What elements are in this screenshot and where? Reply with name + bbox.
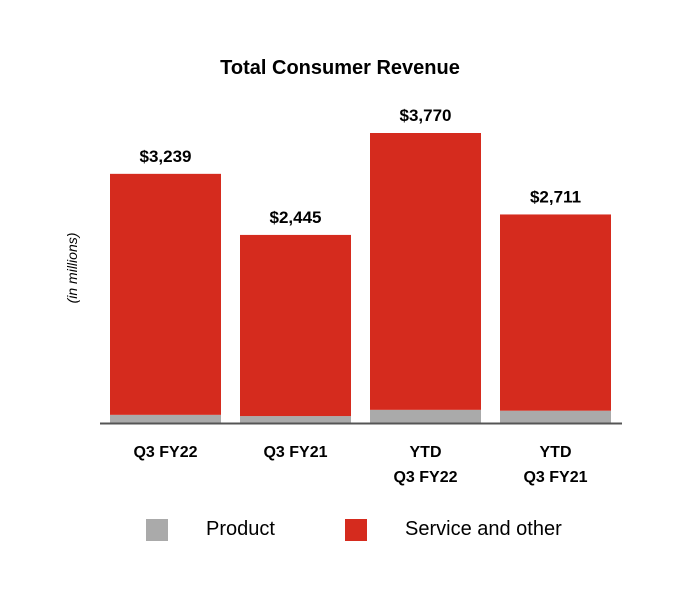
bar-segment-product-3: [500, 410, 611, 423]
legend-swatch-product: [146, 518, 168, 541]
bar-segment-service-and-other-0: [110, 173, 221, 415]
x-tick-label-1: Q3 FY21: [263, 444, 327, 461]
bar-segment-product-0: [110, 414, 221, 423]
data-label-2: $3,770: [400, 106, 452, 125]
x-tick-label-0: Q3 FY22: [133, 444, 197, 461]
x-tick-label-2: YTD Q3 FY22: [393, 444, 457, 486]
x-tick-label-3: YTD Q3 FY21: [523, 444, 587, 486]
legend: Product Service and other: [0, 518, 680, 548]
legend-swatch-service-and-other: [345, 518, 367, 541]
bar-segment-service-and-other-3: [500, 214, 611, 411]
legend-label-product: Product: [206, 518, 275, 540]
chart-title: Total Consumer Revenue: [220, 57, 460, 79]
bar-segment-product-1: [240, 416, 351, 423]
bar-segment-service-and-other-2: [370, 133, 481, 410]
legend-label-service-and-other: Service and other: [405, 518, 562, 540]
data-label-0: $3,239: [140, 147, 192, 166]
bar-segment-service-and-other-1: [240, 234, 351, 417]
data-label-3: $2,711: [530, 187, 581, 206]
bar-segment-product-2: [370, 409, 481, 423]
data-label-1: $2,445: [270, 208, 322, 227]
legend-item-product: Product: [146, 518, 275, 541]
legend-item-service-and-other: Service and other: [345, 518, 562, 541]
